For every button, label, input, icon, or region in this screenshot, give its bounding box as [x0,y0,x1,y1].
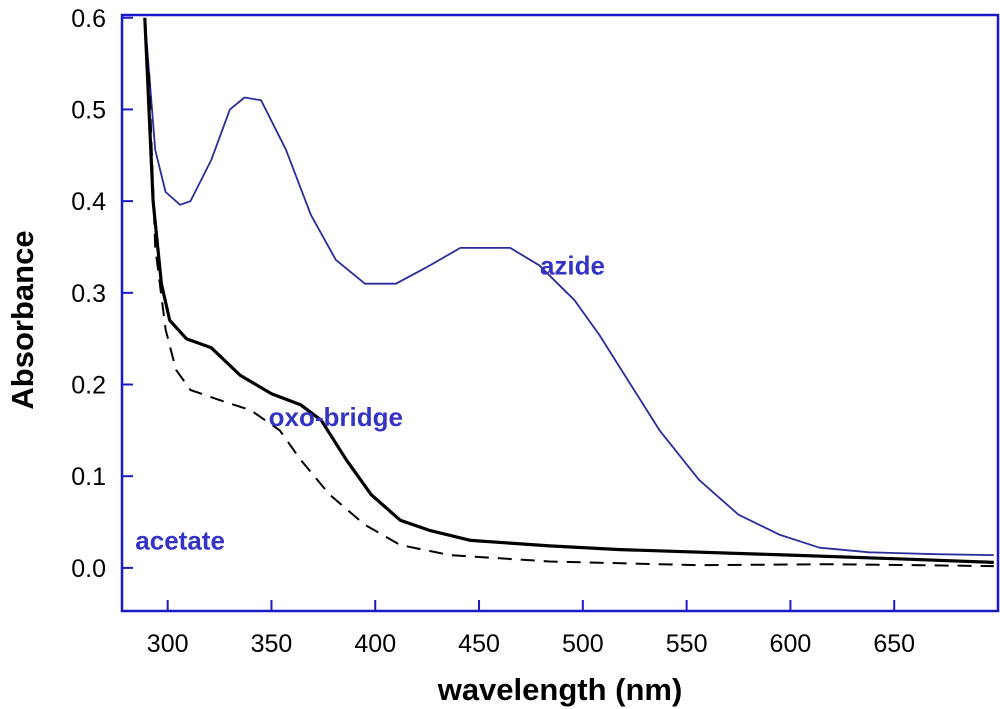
x-tick-label: 600 [770,630,812,658]
x-tick-label: 300 [147,630,189,658]
series-lines [143,17,994,568]
y-axis-title: Absorbance [5,230,40,409]
x-tick-label: 450 [458,630,500,658]
y-tick-label: 0.1 [71,463,106,491]
y-tick-label: 0.3 [71,280,106,308]
x-tick-label: 500 [562,630,604,658]
annotation-oxo-bridge: oxo-bridge [269,402,403,432]
plot-frame [120,13,1000,613]
x-axis-title: wavelength (nm) [437,672,683,707]
y-tick-label: 0.2 [71,372,106,400]
y-tick-label: 0.6 [71,5,106,33]
x-axis-ticks: 300 350 400 450 500 550 600 650 [147,600,915,658]
series-line-acetate [148,72,994,568]
x-tick-label: 350 [251,630,293,658]
series-annotations: azide oxo-bridge acetate [135,250,605,555]
y-tick-label: 0.0 [71,555,106,583]
annotation-azide: azide [540,250,605,280]
series-line-azide [143,17,994,556]
y-axis-ticks: 0.0 0.1 0.2 0.3 0.4 0.5 0.6 [71,5,133,583]
y-tick-label: 0.5 [71,96,106,124]
annotation-acetate: acetate [135,526,225,556]
x-tick-label: 650 [873,630,915,658]
series-line-oxo-bridge [143,17,994,564]
y-tick-label: 0.4 [71,188,106,216]
x-tick-label: 400 [354,630,396,658]
x-tick-label: 550 [666,630,708,658]
